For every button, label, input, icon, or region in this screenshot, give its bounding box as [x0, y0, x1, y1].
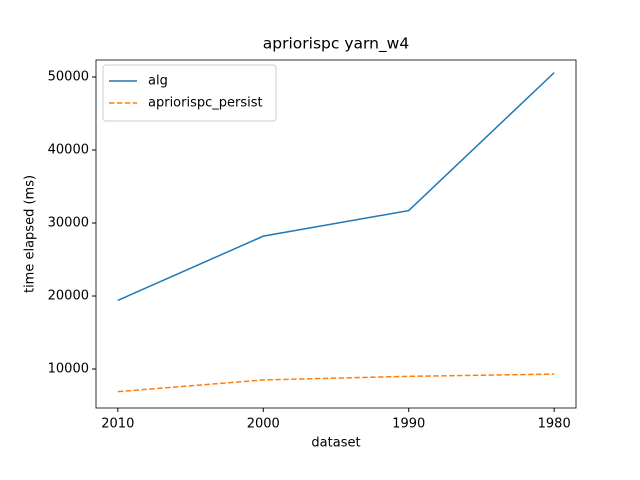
x-tick-label: 2010	[101, 417, 134, 432]
y-tick-label: 30000	[48, 216, 89, 231]
legend-label: alg	[148, 74, 168, 89]
y-tick-label: 10000	[48, 362, 89, 377]
legend-label: apriorispc_persist	[148, 96, 263, 111]
y-tick-label: 20000	[48, 289, 89, 304]
line-series	[117, 373, 555, 393]
line-series	[117, 72, 555, 302]
y-tick-label: 40000	[48, 143, 89, 158]
x-axis-label: dataset	[311, 436, 360, 451]
plot-frame	[95, 59, 577, 409]
x-tick-label: 1980	[538, 417, 571, 432]
chart-title: apriorispc yarn_w4	[263, 35, 409, 54]
y-axis-label: time elapsed (ms)	[23, 175, 38, 293]
y-tick-label: 50000	[48, 70, 89, 85]
legend-box	[102, 64, 277, 122]
x-tick-label: 1990	[392, 417, 425, 432]
x-tick-label: 2000	[247, 417, 280, 432]
